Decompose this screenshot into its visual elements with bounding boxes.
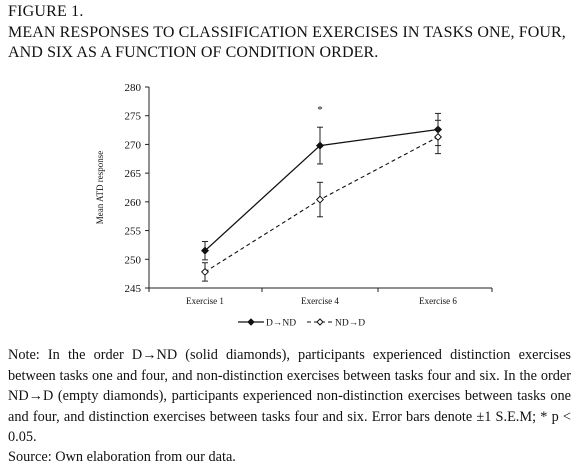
legend-marker	[316, 318, 324, 326]
significance-annotation: *	[317, 104, 323, 116]
x-tick-label: Exercise 1	[186, 296, 224, 306]
figure-source: Source: Own elaboration from our data.	[8, 449, 236, 465]
y-tick-label: 250	[125, 254, 142, 266]
data-point	[315, 195, 325, 204]
x-tick-label: Exercise 6	[419, 296, 457, 306]
series-line-1	[204, 136, 439, 273]
y-tick-label: 270	[125, 139, 142, 151]
figure-note: Note: In the order D→ND (solid diamonds)…	[8, 347, 571, 445]
y-tick-label: 255	[125, 226, 142, 238]
data-point	[200, 267, 210, 276]
data-point	[433, 132, 443, 141]
y-tick-label: 260	[125, 197, 142, 209]
y-tick-label: 245	[125, 283, 142, 295]
data-point	[315, 141, 325, 150]
data-point	[200, 246, 210, 255]
x-tick-label: Exercise 4	[301, 296, 339, 306]
y-tick-label: 265	[125, 168, 142, 180]
y-tick-label: 275	[125, 111, 142, 123]
figure-label: FIGURE 1.	[8, 3, 84, 20]
legend-label: ND→D	[335, 319, 365, 329]
y-axis-label: Mean ATD response	[95, 151, 105, 225]
figure-title: MEAN RESPONSES TO CLASSIFICATION EXERCIS…	[8, 24, 566, 61]
legend-label: D→ND	[266, 319, 296, 329]
legend-marker	[247, 318, 255, 326]
y-tick-label: 280	[125, 82, 142, 94]
line-chart: 245 250 255 260 265 270 275 280 Exercise 1 Exerci…	[95, 82, 493, 329]
